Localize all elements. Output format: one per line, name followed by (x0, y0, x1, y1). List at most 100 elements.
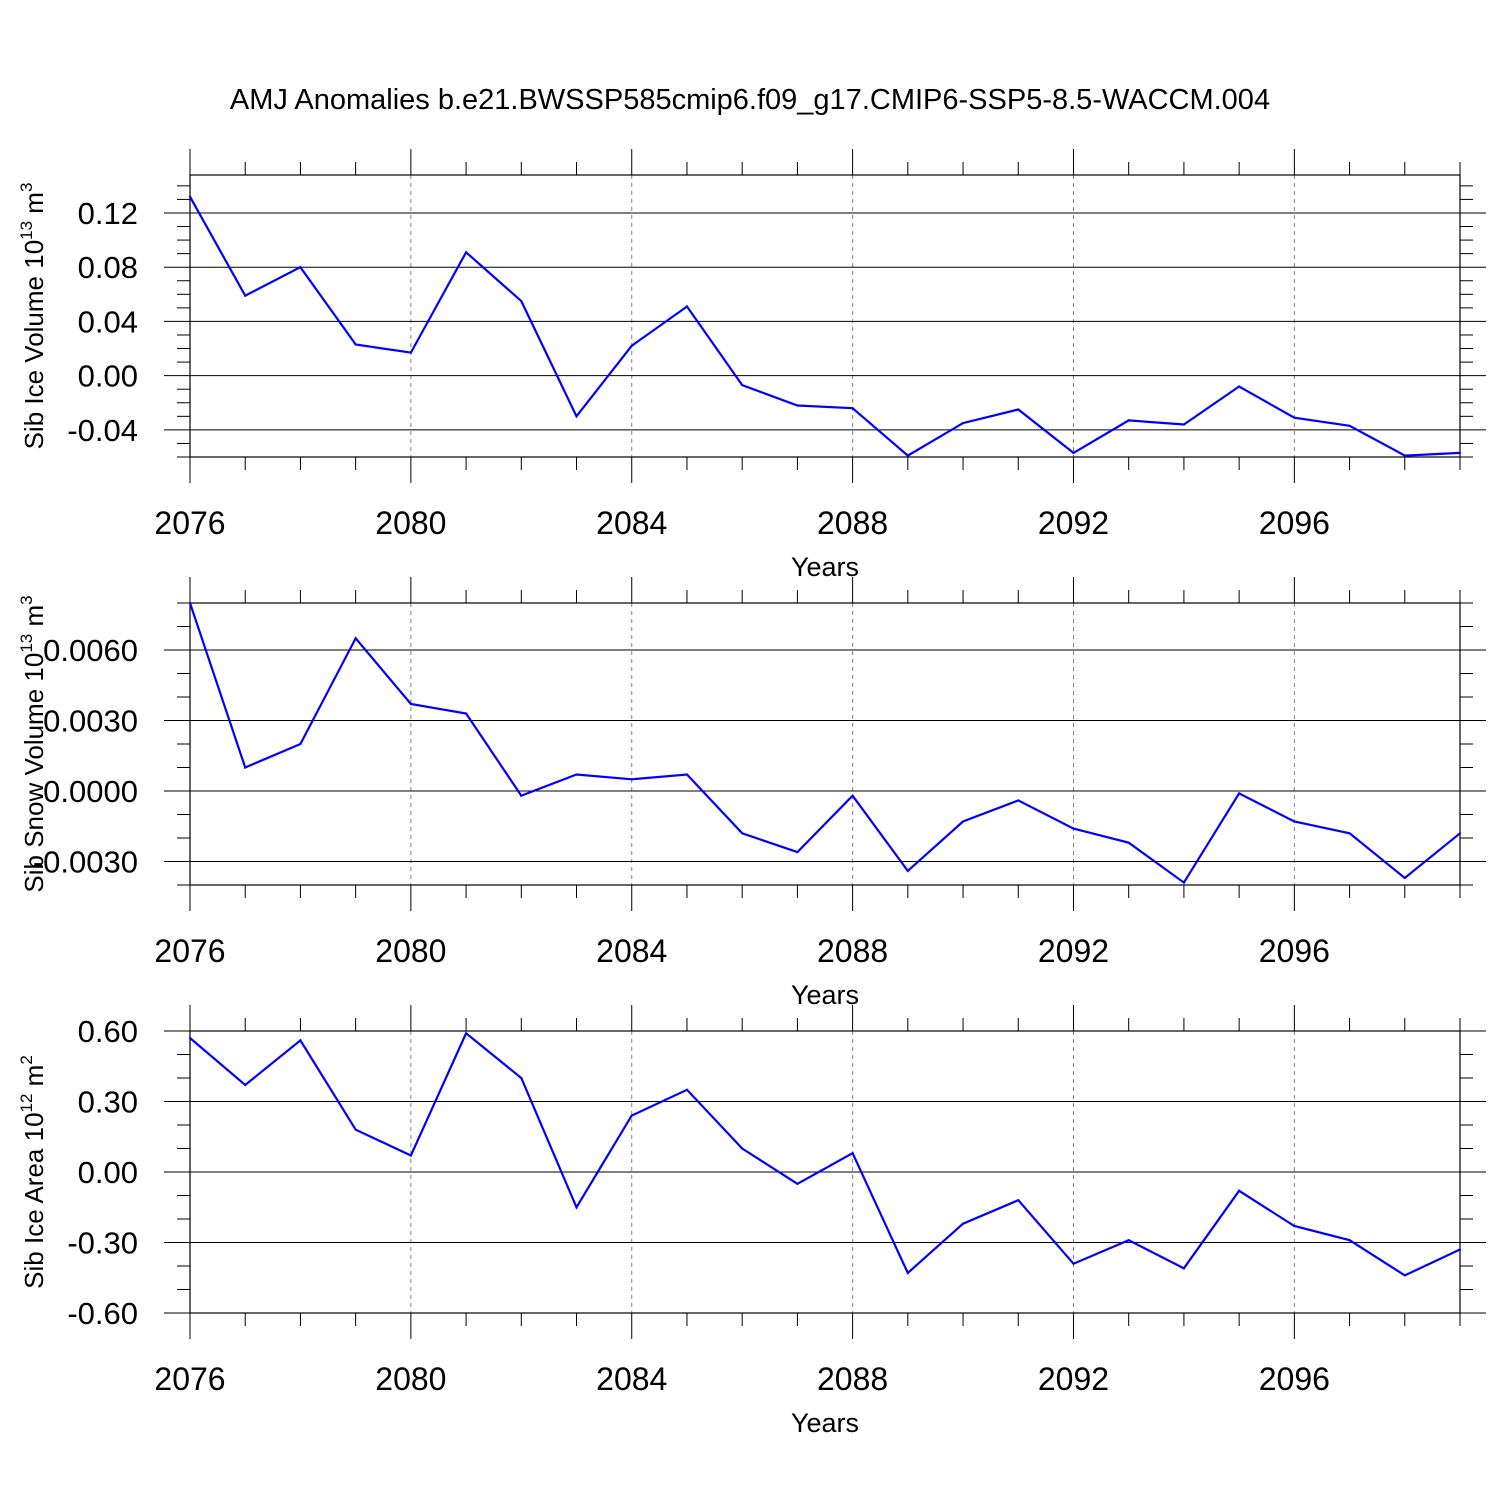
data-point (851, 1152, 854, 1155)
data-point (409, 351, 412, 354)
data-point (1127, 841, 1130, 844)
data-point (575, 773, 578, 776)
x-tick-label: 2092 (1038, 1361, 1109, 1397)
data-point (1238, 792, 1241, 795)
y-tick-label: 0.00 (78, 1155, 138, 1190)
data-point (188, 601, 192, 605)
data-point (741, 832, 744, 835)
data-point (685, 1088, 689, 1091)
data-point (906, 869, 909, 873)
x-tick-label: 2088 (817, 933, 888, 969)
y-tick-label: 0.0030 (43, 704, 138, 739)
y-tick-label: 0.60 (78, 1014, 138, 1049)
data-point (464, 712, 468, 715)
data-point (906, 1271, 909, 1275)
x-tick-label: 2080 (375, 1361, 446, 1397)
series-line (189, 1031, 1461, 1277)
data-point (244, 766, 247, 769)
x-tick-label: 2084 (596, 1361, 667, 1397)
x-tick-label: 2096 (1259, 933, 1330, 969)
data-point (1017, 799, 1020, 802)
data-point (299, 742, 302, 746)
data-point (520, 299, 523, 303)
data-point (1403, 876, 1406, 880)
chart-title: AMJ Anomalies b.e21.BWSSP585cmip6.f09_g1… (229, 84, 1271, 116)
data-point (961, 820, 965, 823)
x-tick-label: 2084 (596, 933, 667, 969)
data-point (685, 773, 689, 776)
data-point (851, 794, 854, 797)
data-point (464, 251, 468, 254)
data-point (961, 1222, 965, 1225)
y-tick-label: -0.30 (67, 1226, 138, 1261)
data-point (575, 1206, 578, 1209)
data-point (1072, 451, 1075, 455)
data-point (741, 1147, 744, 1150)
panel-2: -0.0030 0.0000 0.0030 0.0060 2076 2080 2084 208… (17, 577, 1486, 1010)
data-point (1403, 1274, 1406, 1277)
y-tick-label: 0.00 (78, 359, 138, 394)
data-point (630, 1114, 633, 1117)
panel-3: -0.60 -0.30 0.00 0.30 0.60 2076 2080 2084 2088 20… (17, 1005, 1486, 1438)
data-point (1293, 820, 1296, 823)
data-point (409, 1154, 412, 1157)
data-point (354, 343, 357, 346)
y-tick-label: 0.12 (78, 196, 138, 231)
x-tick-label: 2096 (1259, 505, 1330, 541)
x-tick-label: 2096 (1259, 1361, 1330, 1397)
x-tick-label: 2092 (1038, 933, 1109, 969)
data-point (354, 1128, 357, 1131)
data-point (1293, 1224, 1296, 1228)
x-tick-label: 2076 (154, 933, 225, 969)
data-point (741, 384, 744, 387)
data-point (1348, 832, 1351, 835)
data-point (1182, 1267, 1186, 1270)
data-point (1127, 419, 1130, 422)
data-point (796, 1182, 799, 1185)
data-point (464, 1032, 468, 1035)
data-point (520, 794, 523, 797)
data-point (409, 702, 412, 706)
x-axis-label: Years (791, 1408, 859, 1438)
data-point (961, 422, 965, 425)
data-point (1458, 832, 1462, 835)
x-axis-label: Years (791, 552, 859, 582)
data-point (1017, 408, 1020, 411)
y-tick-label: -0.60 (67, 1296, 138, 1331)
data-point (244, 1083, 247, 1087)
data-point (630, 778, 633, 781)
data-point (1127, 1239, 1130, 1242)
data-point (1182, 881, 1186, 884)
y-axis-label: Sib Snow Volume 1013 m3 (17, 595, 49, 892)
data-point (354, 637, 357, 640)
data-point (188, 1036, 192, 1040)
y-axis-label: Sib Ice Volume 1013 m3 (17, 183, 49, 450)
data-point (1238, 385, 1241, 388)
data-point (299, 1039, 302, 1042)
data-point (1182, 423, 1186, 426)
data-point (244, 294, 247, 297)
plot-frame (189, 174, 1461, 458)
x-tick-label: 2084 (596, 505, 667, 541)
y-tick-label: -0.0030 (33, 845, 138, 880)
data-point (1458, 1248, 1462, 1251)
data-point (1293, 416, 1296, 419)
y-tick-label: -0.04 (67, 413, 138, 448)
series-line (188, 602, 1461, 885)
y-tick-label: 0.08 (78, 250, 138, 285)
data-point (188, 195, 192, 198)
data-point (1017, 1199, 1020, 1202)
x-tick-label: 2080 (375, 505, 446, 541)
data-point (520, 1076, 523, 1080)
data-point (299, 266, 302, 269)
data-point (796, 404, 799, 407)
data-point (1348, 424, 1351, 427)
data-point (1403, 454, 1406, 457)
data-point (1072, 1262, 1075, 1265)
x-tick-label: 2088 (817, 505, 888, 541)
data-point (1458, 451, 1462, 455)
data-point (630, 344, 633, 347)
x-tick-label: 2076 (154, 505, 225, 541)
x-tick-label: 2080 (375, 933, 446, 969)
data-point (906, 454, 909, 457)
